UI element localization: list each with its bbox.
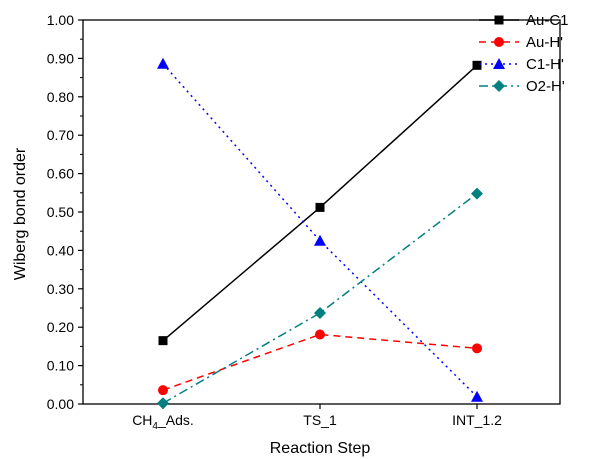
series-1 xyxy=(158,329,482,396)
data-point xyxy=(157,57,169,69)
y-tick-label: 1.00 xyxy=(47,12,74,28)
y-tick-label: 0.10 xyxy=(47,358,74,374)
y-tick-label: 0.20 xyxy=(47,319,74,335)
legend-marker xyxy=(494,37,504,47)
data-point xyxy=(158,336,168,346)
legend-item: Au-H' xyxy=(479,34,563,51)
y-tick-label: 0.60 xyxy=(47,166,74,182)
legend-marker xyxy=(493,80,505,92)
y-tick-label: 0.40 xyxy=(47,242,74,258)
data-point xyxy=(315,202,325,212)
data-point xyxy=(471,390,483,402)
series-3 xyxy=(157,187,483,410)
series-group xyxy=(157,57,483,410)
x-tick-labels: CH4_Ads. TS_1 INT_1.2 xyxy=(132,412,502,432)
series-line xyxy=(162,333,478,391)
plot-frame xyxy=(82,19,561,405)
data-point xyxy=(314,306,326,319)
y-axis-title: Wiberg bond order xyxy=(12,147,29,280)
data-point xyxy=(157,397,169,410)
axes xyxy=(82,19,561,405)
series-0 xyxy=(158,60,482,346)
y-tick-label: 0.80 xyxy=(47,89,74,105)
data-point xyxy=(471,187,483,200)
x-tick-label: TS_1 xyxy=(303,412,337,428)
legend-item: C1-H' xyxy=(479,56,564,73)
series-line xyxy=(162,192,478,404)
legend-item: O2-H' xyxy=(479,78,565,95)
x-tick-label: INT_1.2 xyxy=(452,412,502,428)
data-point xyxy=(315,329,325,340)
data-point xyxy=(472,60,482,70)
y-tick-label: 0.70 xyxy=(47,127,74,143)
data-point xyxy=(158,385,168,396)
legend-label: Au-C1 xyxy=(526,12,569,29)
x-tick-label: CH4_Ads. xyxy=(132,412,194,432)
y-tick-label: 0.30 xyxy=(47,281,74,297)
legend-marker xyxy=(494,15,504,25)
y-tick-label: 0.90 xyxy=(47,50,74,66)
series-2 xyxy=(157,57,483,402)
y-tick-label: 0.50 xyxy=(47,204,74,220)
legend-label: C1-H' xyxy=(526,56,564,73)
data-point xyxy=(472,343,482,354)
y-tick-label: 0.00 xyxy=(47,396,74,412)
x-axis-title: Reaction Step xyxy=(270,440,371,457)
legend-marker xyxy=(493,58,505,69)
legend-label: Au-H' xyxy=(526,34,563,51)
legend: Au-C1 Au-H' C1-H' O2-H' xyxy=(479,12,569,95)
tick-marks xyxy=(78,19,478,409)
y-tick-labels: 0.00 0.10 0.20 0.30 0.40 0.50 0.60 0.70 0.80 0.90… xyxy=(47,12,74,412)
legend-label: O2-H' xyxy=(526,78,565,95)
data-point xyxy=(314,234,326,246)
legend-item: Au-C1 xyxy=(479,12,569,29)
series-line xyxy=(162,63,478,398)
